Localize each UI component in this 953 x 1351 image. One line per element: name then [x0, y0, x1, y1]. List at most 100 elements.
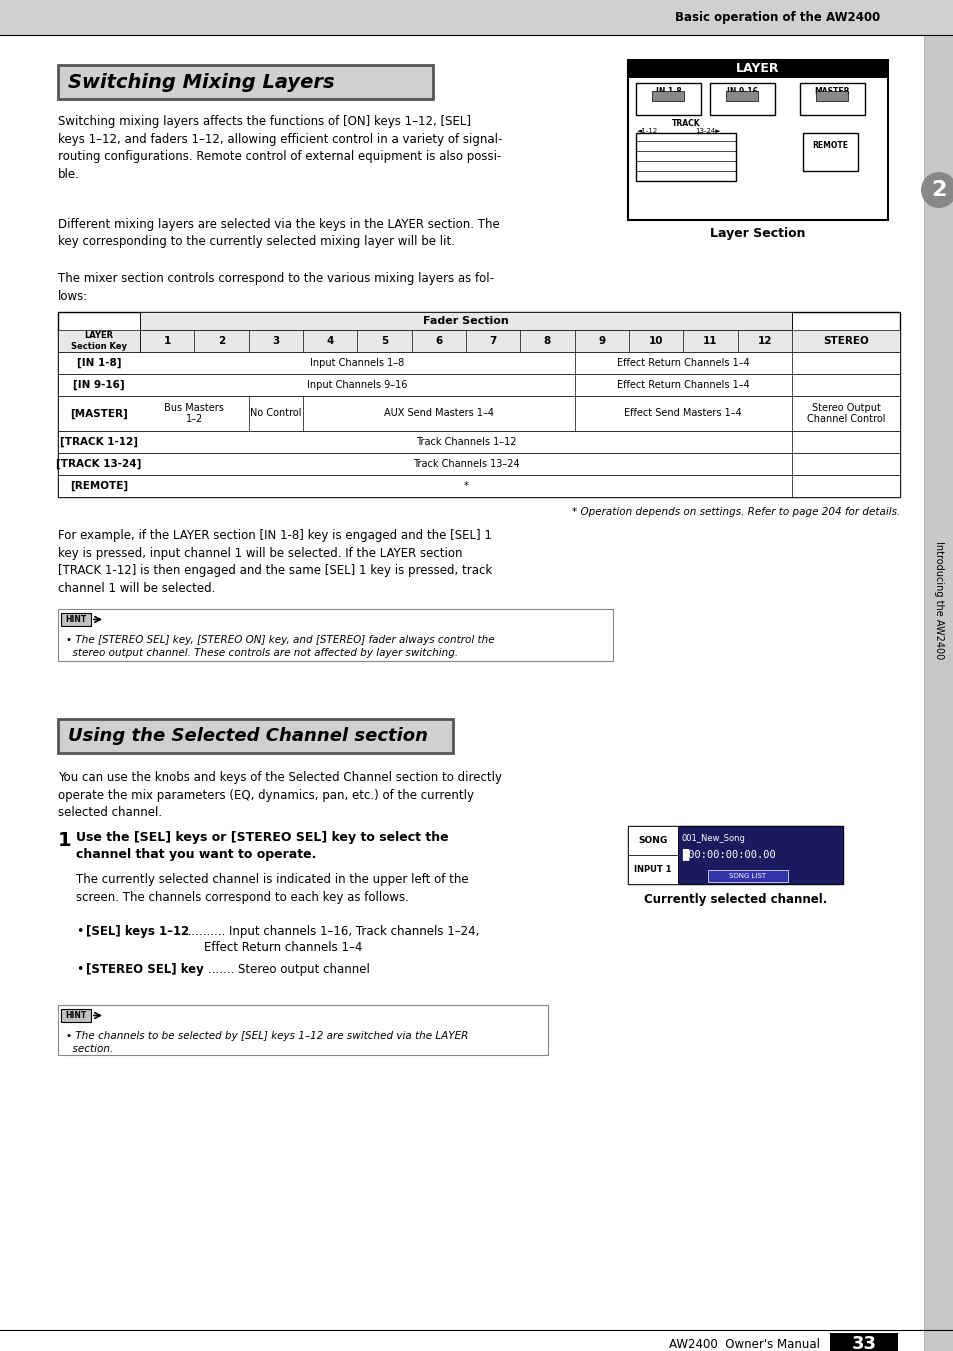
Text: Effect Return Channels 1–4: Effect Return Channels 1–4: [617, 358, 749, 367]
Text: HINT: HINT: [66, 615, 87, 624]
Text: 3: 3: [272, 336, 279, 346]
Text: Layer Section: Layer Section: [709, 227, 805, 240]
Text: ◄1-12: ◄1-12: [637, 128, 658, 134]
Text: • The [STEREO SEL] key, [STEREO ON] key, and [STEREO] fader always control the
 : • The [STEREO SEL] key, [STEREO ON] key,…: [66, 635, 494, 658]
Text: 9: 9: [598, 336, 605, 346]
Text: Basic operation of the AW2400: Basic operation of the AW2400: [674, 11, 879, 24]
Text: AUX Send Masters 1–4: AUX Send Masters 1–4: [383, 408, 494, 419]
Text: LAYER
Section Key: LAYER Section Key: [71, 331, 127, 351]
Bar: [58, 396, 899, 431]
Text: 1: 1: [58, 831, 71, 850]
Text: 5: 5: [380, 336, 388, 346]
Text: 001_New_Song: 001_New_Song: [681, 834, 745, 843]
Text: 10: 10: [648, 336, 662, 346]
Bar: [627, 855, 678, 884]
Text: Track Channels 13–24: Track Channels 13–24: [413, 459, 518, 469]
Text: HINT: HINT: [66, 1011, 87, 1020]
Text: STEREO: STEREO: [822, 336, 868, 346]
Text: [IN 1-8]: [IN 1-8]: [76, 358, 121, 367]
Bar: [627, 825, 842, 884]
Bar: [58, 1005, 547, 1055]
Bar: [829, 1333, 897, 1351]
Bar: [58, 609, 613, 661]
Text: Input Channels 9–16: Input Channels 9–16: [307, 380, 407, 390]
Text: 1: 1: [163, 336, 171, 346]
Bar: [140, 312, 791, 330]
Text: [MASTER]: [MASTER]: [71, 408, 128, 419]
Text: The currently selected channel is indicated in the upper left of the
screen. The: The currently selected channel is indica…: [76, 873, 468, 904]
Text: REMOTE: REMOTE: [812, 141, 847, 150]
Text: 2: 2: [930, 180, 945, 200]
Text: [REMOTE]: [REMOTE]: [70, 481, 128, 492]
Bar: [802, 132, 857, 172]
Text: Bus Masters
1–2: Bus Masters 1–2: [164, 403, 224, 424]
Text: 7: 7: [489, 336, 497, 346]
Bar: [58, 453, 899, 476]
Text: Introducing the AW2400: Introducing the AW2400: [933, 540, 943, 659]
Bar: [815, 91, 847, 101]
Bar: [58, 330, 899, 353]
Bar: [58, 374, 899, 396]
Bar: [627, 59, 887, 220]
Text: *: *: [463, 481, 468, 490]
Text: Switching Mixing Layers: Switching Mixing Layers: [68, 73, 335, 92]
Bar: [800, 82, 864, 115]
Text: Effect Return Channels 1–4: Effect Return Channels 1–4: [617, 380, 749, 390]
Text: Effect Return channels 1–4: Effect Return channels 1–4: [204, 942, 362, 954]
Text: 12: 12: [757, 336, 771, 346]
Bar: [707, 870, 787, 882]
Text: Using the Selected Channel section: Using the Selected Channel section: [68, 727, 428, 744]
Text: Effect Send Masters 1–4: Effect Send Masters 1–4: [624, 408, 741, 419]
Bar: [61, 1009, 91, 1021]
Text: INPUT 1: INPUT 1: [634, 865, 671, 874]
Text: Currently selected channel.: Currently selected channel.: [643, 893, 826, 907]
Text: ........... Input channels 1–16, Track channels 1–24,: ........... Input channels 1–16, Track c…: [184, 925, 478, 938]
Text: [STEREO SEL] key: [STEREO SEL] key: [86, 963, 204, 975]
Text: [SEL] keys 1–12: [SEL] keys 1–12: [86, 925, 189, 938]
Text: •: •: [76, 963, 83, 975]
Text: TRACK: TRACK: [671, 119, 700, 127]
Bar: [61, 613, 91, 626]
Bar: [58, 312, 899, 497]
Text: IN 1-8: IN 1-8: [655, 86, 680, 96]
Text: Fader Section: Fader Section: [423, 316, 508, 326]
Text: •: •: [76, 925, 83, 938]
Text: SONG LIST: SONG LIST: [729, 873, 766, 880]
Text: [IN 9-16]: [IN 9-16]: [73, 380, 125, 390]
Text: Input Channels 1–8: Input Channels 1–8: [310, 358, 404, 367]
Text: [TRACK 1-12]: [TRACK 1-12]: [60, 436, 138, 447]
Bar: [58, 719, 453, 753]
Text: 33: 33: [851, 1335, 876, 1351]
Text: 2: 2: [217, 336, 225, 346]
Text: For example, if the LAYER section [IN 1-8] key is engaged and the [SEL] 1
key is: For example, if the LAYER section [IN 1-…: [58, 530, 492, 594]
Text: [TRACK 13-24]: [TRACK 13-24]: [56, 459, 142, 469]
Text: LAYER: LAYER: [736, 62, 779, 76]
Text: MASTER: MASTER: [814, 86, 849, 96]
Bar: [627, 825, 678, 855]
Text: 11: 11: [702, 336, 717, 346]
Text: The mixer section controls correspond to the various mixing layers as fol-
lows:: The mixer section controls correspond to…: [58, 272, 494, 303]
Text: Track Channels 1–12: Track Channels 1–12: [416, 436, 516, 447]
Bar: [636, 82, 700, 115]
Bar: [0, 0, 953, 35]
Bar: [58, 431, 899, 453]
Bar: [627, 59, 887, 78]
Text: AW2400  Owner's Manual: AW2400 Owner's Manual: [668, 1339, 820, 1351]
Bar: [725, 91, 758, 101]
Bar: [709, 82, 774, 115]
Text: SONG: SONG: [638, 836, 667, 844]
Circle shape: [920, 172, 953, 208]
Text: 4: 4: [326, 336, 334, 346]
Text: █00:00:00:00.00: █00:00:00:00.00: [681, 848, 775, 859]
Text: You can use the knobs and keys of the Selected Channel section to directly
opera: You can use the knobs and keys of the Se…: [58, 771, 501, 819]
Text: ....... Stereo output channel: ....... Stereo output channel: [208, 963, 370, 975]
Bar: [678, 825, 842, 884]
Text: Different mixing layers are selected via the keys in the LAYER section. The
key : Different mixing layers are selected via…: [58, 218, 499, 249]
Text: * Operation depends on settings. Refer to page 204 for details.: * Operation depends on settings. Refer t…: [571, 507, 899, 517]
Bar: [923, 35, 953, 1351]
Text: 8: 8: [543, 336, 551, 346]
Bar: [58, 353, 899, 374]
Text: 13-24►: 13-24►: [695, 128, 720, 134]
Bar: [651, 91, 683, 101]
Text: 6: 6: [435, 336, 442, 346]
